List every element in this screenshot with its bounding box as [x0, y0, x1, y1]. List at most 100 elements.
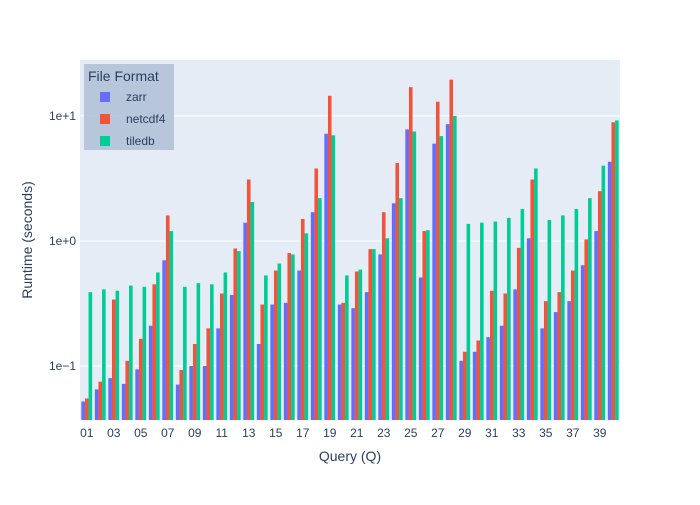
bar-zarr-33: [513, 289, 517, 420]
bar-zarr-38: [580, 265, 585, 420]
x-tick-label: 23: [377, 426, 391, 440]
y-axis-title: Runtime (seconds): [19, 181, 35, 299]
bar-tiledb-38: [588, 198, 592, 420]
bar-netcdf4-10: [206, 328, 211, 420]
bar-zarr-36: [553, 312, 558, 420]
bar-netcdf4-34: [530, 179, 535, 420]
x-tick-label: 31: [485, 426, 499, 440]
bar-netcdf4-24: [395, 163, 400, 420]
bar-netcdf4-17: [300, 218, 305, 420]
bar-tiledb-40: [615, 120, 619, 420]
x-tick-label: 13: [242, 426, 256, 440]
bar-tiledb-21: [358, 269, 363, 420]
bar-netcdf4-08: [179, 369, 184, 420]
x-tick-label: 19: [323, 426, 337, 440]
bar-netcdf4-29: [462, 351, 467, 420]
bar-zarr-25: [405, 129, 409, 420]
bar-zarr-11: [216, 328, 220, 420]
x-tick-label: 25: [404, 426, 418, 440]
bar-zarr-05: [135, 369, 139, 420]
bar-tiledb-18: [318, 198, 322, 420]
bar-zarr-32: [499, 325, 504, 420]
bar-zarr-14: [256, 343, 261, 420]
bar-tiledb-35: [547, 220, 552, 420]
bar-zarr-21: [351, 308, 355, 420]
bar-tiledb-11: [223, 272, 228, 420]
bar-zarr-29: [459, 360, 463, 420]
bar-netcdf4-13: [246, 179, 251, 420]
bar-zarr-06: [148, 325, 153, 420]
y-tick-label: 1e+1: [49, 109, 76, 123]
legend-background: [84, 64, 174, 150]
legend-swatch-tiledb: [100, 136, 110, 146]
bar-netcdf4-31: [489, 290, 494, 420]
y-tick-label: 1e+0: [49, 234, 76, 248]
bar-netcdf4-07: [165, 215, 170, 420]
bar-tiledb-10: [210, 284, 214, 420]
bar-netcdf4-06: [152, 284, 157, 420]
x-tick-label: 21: [350, 426, 364, 440]
bar-netcdf4-12: [233, 248, 238, 420]
bar-tiledb-34: [534, 168, 538, 420]
bar-zarr-12: [229, 294, 234, 420]
bar-tiledb-33: [520, 209, 525, 420]
bar-zarr-26: [418, 277, 423, 420]
legend-label-zarr: zarr: [126, 90, 147, 104]
bar-tiledb-32: [507, 217, 511, 420]
bar-netcdf4-03: [111, 299, 116, 420]
bar-zarr-35: [540, 328, 544, 420]
bar-tiledb-27: [439, 136, 444, 421]
bar-tiledb-25: [412, 131, 417, 420]
x-tick-label: 03: [107, 426, 121, 440]
bar-tiledb-06: [156, 272, 160, 420]
bar-tiledb-03: [115, 290, 120, 420]
x-tick-label: 37: [566, 426, 580, 440]
bar-zarr-17: [297, 270, 301, 420]
x-tick-label: 05: [134, 426, 148, 440]
bar-tiledb-14: [264, 275, 268, 420]
bar-netcdf4-21: [354, 271, 359, 420]
x-tick-label: 15: [269, 426, 283, 440]
bar-zarr-39: [594, 231, 598, 420]
bar-tiledb-19: [331, 135, 336, 420]
y-tick-label: 1e−1: [49, 359, 76, 373]
bar-netcdf4-35: [543, 301, 548, 420]
bar-tiledb-09: [196, 283, 201, 420]
bar-netcdf4-18: [314, 168, 319, 420]
x-tick-label: 09: [188, 426, 202, 440]
bar-tiledb-16: [291, 254, 295, 420]
bar-netcdf4-04: [125, 360, 130, 420]
bar-tiledb-28: [453, 115, 457, 421]
bars: [81, 79, 619, 421]
x-tick-label: 39: [593, 426, 607, 440]
x-tick-label: 29: [458, 426, 472, 440]
bar-netcdf4-37: [570, 270, 575, 420]
bar-zarr-16: [283, 302, 288, 420]
bar-netcdf4-01: [84, 398, 89, 420]
bar-tiledb-39: [601, 165, 606, 420]
bar-netcdf4-16: [287, 253, 292, 420]
bar-zarr-27: [432, 143, 436, 420]
bar-netcdf4-14: [260, 304, 265, 420]
x-tick-label: 11: [216, 426, 229, 440]
bar-zarr-07: [162, 260, 166, 420]
x-axis-title: Query (Q): [319, 448, 381, 464]
bar-zarr-13: [243, 222, 247, 420]
legend-label-tiledb: tiledb: [126, 134, 155, 148]
bar-netcdf4-02: [98, 381, 103, 420]
bar-netcdf4-28: [449, 79, 454, 420]
bar-tiledb-36: [561, 215, 565, 420]
bar-zarr-34: [526, 238, 531, 420]
bar-tiledb-05: [142, 286, 147, 420]
bar-netcdf4-39: [597, 191, 602, 420]
bar-tiledb-30: [480, 222, 484, 420]
bar-tiledb-07: [169, 231, 174, 420]
bar-tiledb-20: [345, 275, 349, 420]
bar-zarr-30: [472, 351, 477, 420]
bar-zarr-03: [108, 378, 112, 420]
bar-tiledb-04: [129, 285, 133, 420]
bar-zarr-09: [189, 366, 193, 420]
legend-items: zarr netcdf4 tiledb: [100, 90, 166, 148]
bar-tiledb-22: [372, 249, 376, 420]
bar-netcdf4-32: [503, 293, 508, 420]
